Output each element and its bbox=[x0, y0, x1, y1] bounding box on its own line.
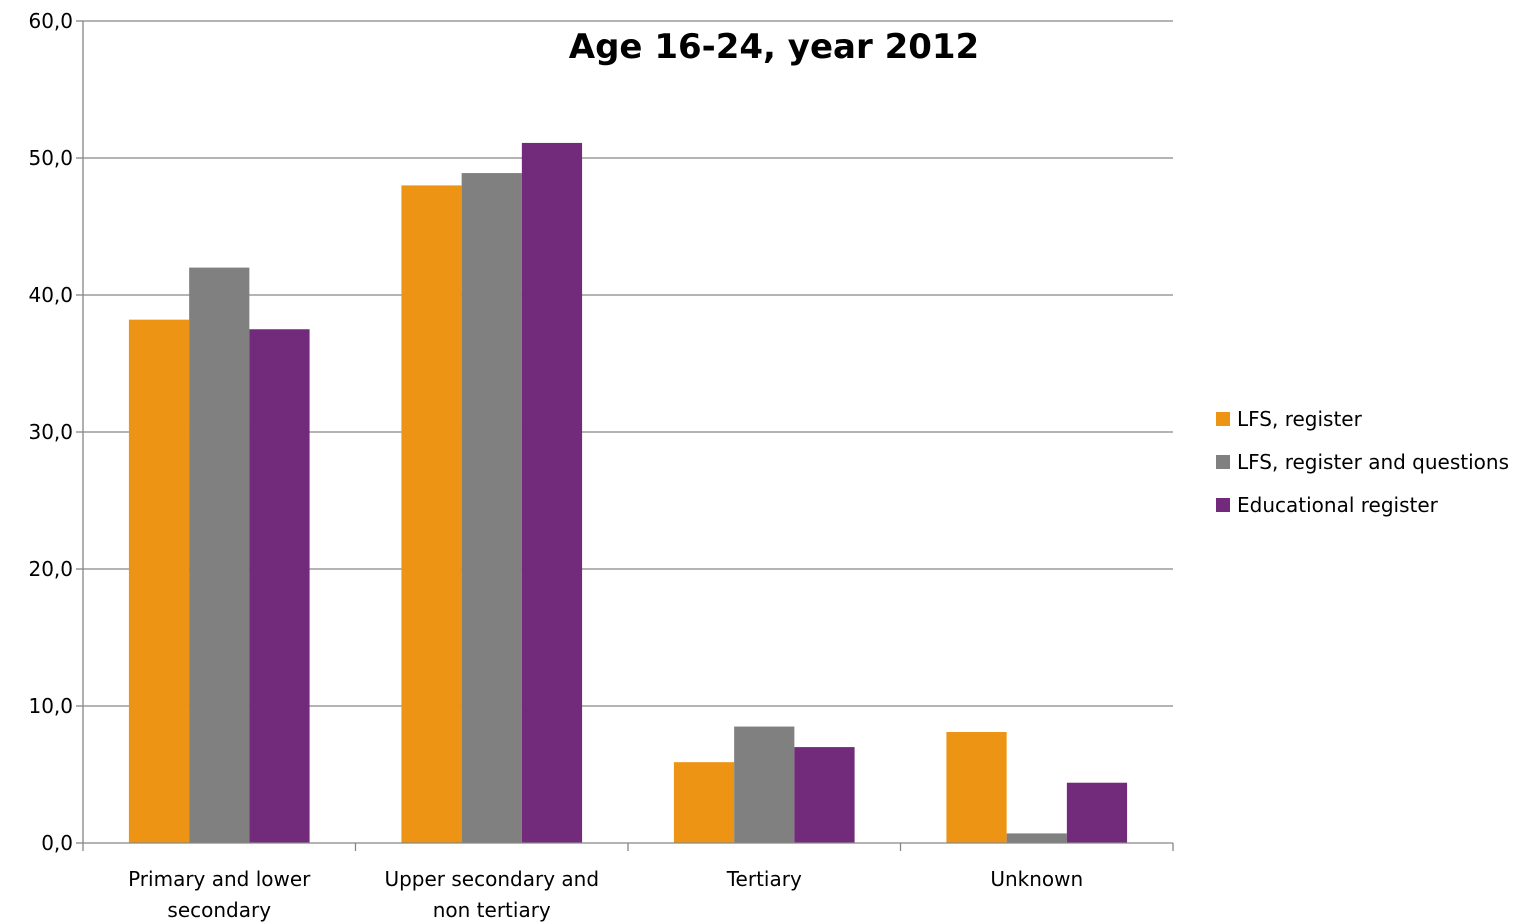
bar bbox=[401, 185, 462, 843]
axes bbox=[76, 20, 1174, 851]
x-category-label: secondary bbox=[167, 898, 271, 922]
y-tick-label: 20,0 bbox=[28, 557, 73, 581]
bar bbox=[189, 267, 250, 844]
bar bbox=[794, 747, 855, 843]
legend-label: LFS, register bbox=[1237, 407, 1363, 431]
y-tick-label: 0,0 bbox=[41, 831, 73, 855]
bar bbox=[521, 142, 583, 843]
bar bbox=[128, 319, 190, 843]
y-tick-label: 40,0 bbox=[28, 283, 73, 307]
y-tick-label: 10,0 bbox=[28, 694, 73, 718]
legend-swatch bbox=[1216, 412, 1230, 426]
legend-label: Educational register bbox=[1237, 493, 1439, 517]
bars bbox=[128, 142, 1128, 844]
y-tick-label: 30,0 bbox=[28, 420, 73, 444]
bar bbox=[734, 726, 795, 843]
bar bbox=[673, 762, 735, 843]
y-tick-label: 60,0 bbox=[28, 9, 73, 33]
x-category-label: Primary and lower bbox=[128, 867, 311, 891]
chart-title: Age 16-24, year 2012 bbox=[569, 27, 979, 67]
legend-label: LFS, register and questions bbox=[1237, 450, 1509, 474]
x-category-label: Tertiary bbox=[726, 867, 802, 891]
x-category-label: Unknown bbox=[990, 867, 1083, 891]
category-labels: Primary and lower secondary Upper secondar… bbox=[128, 867, 1083, 922]
y-tick-label: 50,0 bbox=[28, 146, 73, 170]
y-axis-tick-labels: 0,0 10,0 20,0 30,0 40,0 50,0 60,0 bbox=[28, 9, 73, 855]
x-category-label: non tertiary bbox=[433, 898, 551, 922]
bar bbox=[249, 329, 310, 843]
x-category-label: Upper secondary and bbox=[384, 867, 599, 891]
bar bbox=[1066, 782, 1128, 843]
legend-swatch bbox=[1216, 455, 1230, 469]
legend: LFS, register LFS, register and questions… bbox=[1216, 407, 1509, 517]
bar bbox=[461, 173, 522, 843]
bar bbox=[1006, 833, 1067, 843]
bar bbox=[946, 732, 1007, 843]
legend-swatch bbox=[1216, 498, 1230, 512]
